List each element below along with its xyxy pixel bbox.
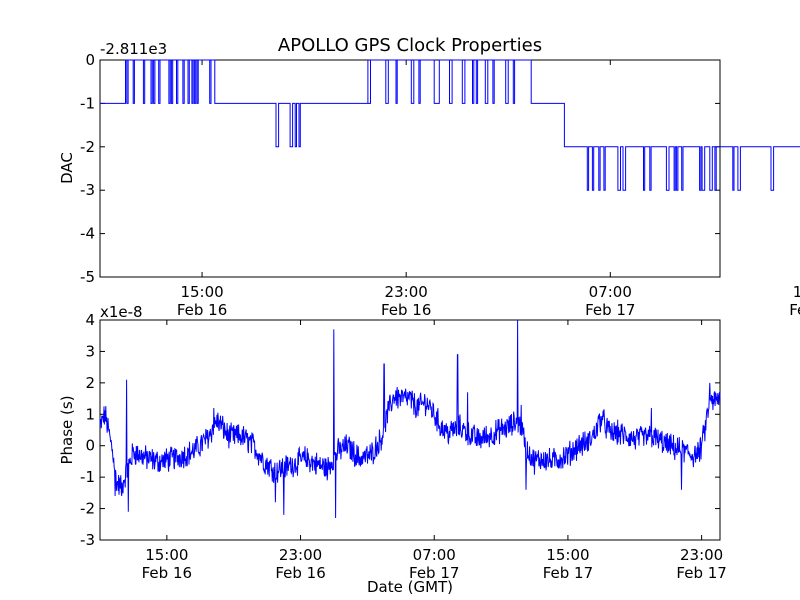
y-tick-label: 3: [85, 342, 95, 360]
x-tick-label-date: Feb 17: [676, 564, 726, 582]
x-tick-label-date: Feb 17: [789, 301, 800, 319]
dac-ylabel: DAC: [58, 152, 76, 184]
dac-offset-text: -2.811e3: [100, 40, 167, 58]
chart-title: APOLLO GPS Clock Properties: [278, 35, 542, 56]
x-tick-label-date: Feb 16: [381, 301, 431, 319]
phase-yticks: 4 3 2 1 0 -1 -2 -3: [80, 311, 720, 549]
y-tick-label: -3: [80, 531, 95, 549]
x-tick-label-time: 15:00: [546, 546, 589, 564]
y-tick-label: 1: [85, 405, 95, 423]
dac-yticks: 0 -1 -2 -3 -4 -5: [80, 51, 720, 286]
x-tick-label-time: 23:00: [680, 546, 723, 564]
x-tick-label-time: 07:00: [589, 283, 632, 301]
phase-plot-frame: [99, 319, 721, 541]
y-tick-label: -5: [80, 268, 95, 286]
phase-offset-text: x1e-8: [100, 303, 143, 321]
y-tick-label: 2: [85, 374, 95, 392]
dac-series-line: [100, 59, 800, 191]
y-tick-label: -3: [80, 181, 95, 199]
y-tick-label: -4: [80, 225, 95, 243]
x-tick-label-date: Feb 16: [177, 301, 227, 319]
y-tick-label: -2: [80, 138, 95, 156]
phase-series-line: [99, 319, 721, 519]
x-tick-label-date: Feb 17: [585, 301, 635, 319]
y-tick-label: -2: [80, 500, 95, 518]
y-tick-label: 4: [85, 311, 95, 329]
y-tick-label: -1: [80, 94, 95, 112]
y-tick-label: -1: [80, 468, 95, 486]
x-tick-label-time: 15:00: [180, 283, 223, 301]
x-tick-label-date: Feb 16: [275, 564, 325, 582]
x-tick-label-date: Feb 17: [543, 564, 593, 582]
y-tick-label: 0: [85, 437, 95, 455]
x-tick-label-time: 23:00: [279, 546, 322, 564]
x-tick-label-time: 15:00: [793, 283, 800, 301]
x-tick-label-time: 15:00: [145, 546, 188, 564]
x-tick-label-time: 23:00: [385, 283, 428, 301]
x-axis-label: Date (GMT): [367, 578, 453, 596]
x-tick-label-time: 07:00: [413, 546, 456, 564]
x-tick-label-date: Feb 17: [409, 564, 459, 582]
phase-ylabel: Phase (s): [58, 395, 76, 464]
x-tick-label-date: Feb 16: [142, 564, 192, 582]
y-tick-label: 0: [85, 51, 95, 69]
